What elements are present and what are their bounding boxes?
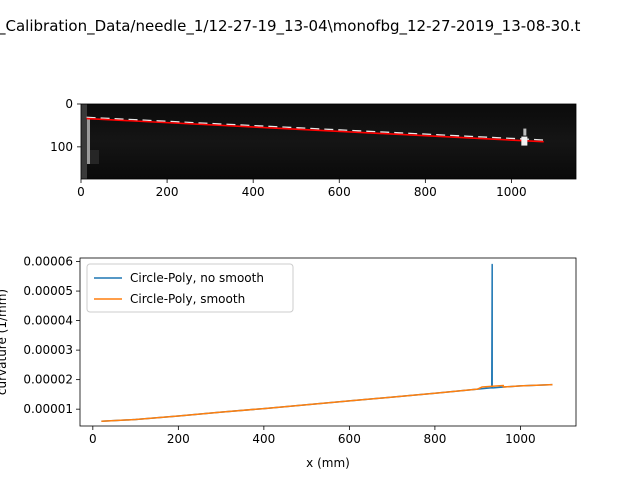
bright-marker bbox=[523, 128, 527, 136]
image-fixture bbox=[87, 118, 90, 164]
x-tick-label: 800 bbox=[414, 185, 437, 199]
x-axis-label: x (mm) bbox=[306, 456, 350, 470]
x-tick-label: 1000 bbox=[505, 432, 536, 446]
y-tick-label: 0.00004 bbox=[23, 314, 73, 328]
image-panel: 0 200 400 600 800 1000 0 100 bbox=[50, 97, 577, 199]
needle-edge-line bbox=[86, 116, 544, 141]
legend-label-smooth: Circle-Poly, smooth bbox=[130, 292, 245, 306]
series-line-smooth bbox=[101, 383, 553, 423]
y-tick-label: 0.00002 bbox=[23, 373, 73, 387]
bright-marker bbox=[521, 136, 528, 146]
y-tick-label: 0 bbox=[65, 97, 73, 111]
image-axes-frame bbox=[80, 103, 577, 180]
x-tick-label: 600 bbox=[328, 185, 351, 199]
x-tick-label: 1000 bbox=[496, 185, 527, 199]
legend-box bbox=[86, 263, 294, 313]
camera-image bbox=[81, 104, 576, 179]
y-tick-label: 0.00001 bbox=[23, 402, 73, 416]
x-tick-label: 400 bbox=[252, 432, 275, 446]
y-axis-label: curvature (1/mm) bbox=[0, 289, 9, 395]
x-tick-label: 800 bbox=[423, 432, 446, 446]
y-tick-label: 0.00005 bbox=[23, 284, 73, 298]
x-tick-label: 400 bbox=[242, 185, 265, 199]
curvature-plot: 0 200 400 600 800 1000 0.00001 0.00002 0.00003 0.… bbox=[0, 255, 577, 470]
x-tick-label: 600 bbox=[338, 432, 361, 446]
image-fixture bbox=[90, 150, 99, 164]
needle-fit-line bbox=[86, 117, 544, 143]
x-tick-label: 0 bbox=[77, 185, 85, 199]
image-fixture bbox=[81, 104, 87, 179]
y-tick-label: 0.00003 bbox=[23, 343, 73, 357]
legend: Circle-Poly, no smooth Circle-Poly, smoo… bbox=[86, 263, 294, 313]
legend-label-no-smooth: Circle-Poly, no smooth bbox=[130, 271, 264, 285]
figure-title: _Calibration_Data/needle_1/12-27-19_13-0… bbox=[0, 17, 581, 36]
y-tick-label: 100 bbox=[50, 140, 73, 154]
y-tick-label: 0.00006 bbox=[23, 255, 73, 269]
x-tick-label: 200 bbox=[156, 185, 179, 199]
x-tick-label: 200 bbox=[167, 432, 190, 446]
x-tick-label: 0 bbox=[89, 432, 97, 446]
